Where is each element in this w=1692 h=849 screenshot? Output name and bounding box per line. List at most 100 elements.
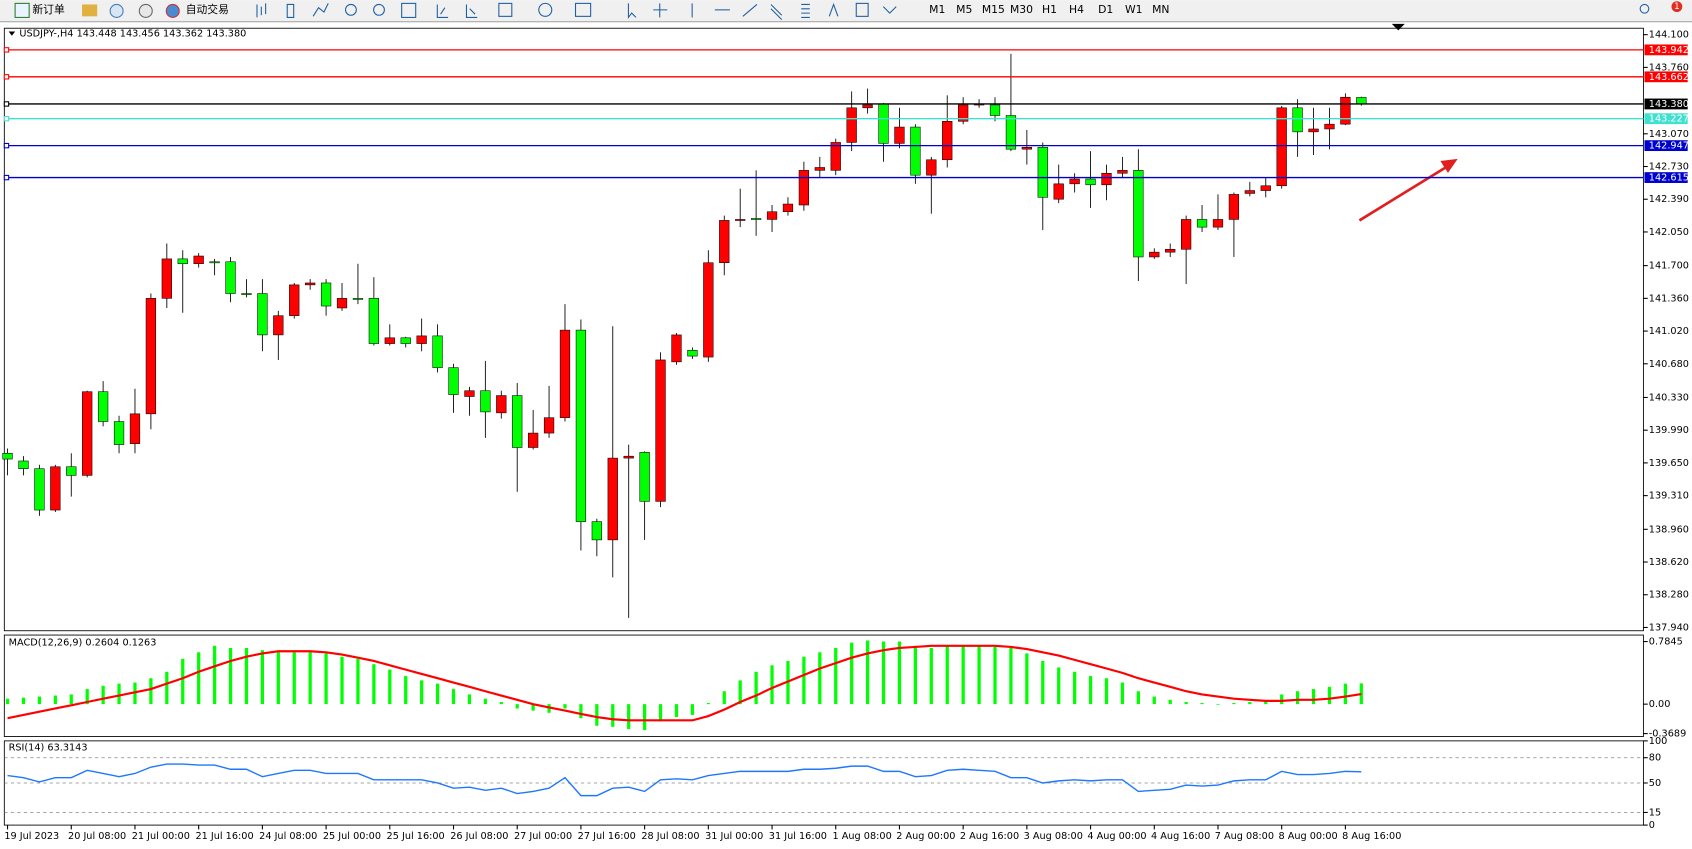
candle-body [671, 334, 682, 363]
auto-trading-button[interactable]: 自动交易 [186, 3, 229, 16]
new-order-icon[interactable] [14, 2, 30, 18]
timeframe-button[interactable]: H4 [1069, 3, 1084, 16]
x-tick-label: 28 Jul 08:00 [641, 831, 699, 842]
candle-body [18, 460, 29, 469]
candle-body [273, 315, 284, 336]
y-tick-label: 0.7845 [1649, 637, 1683, 648]
candle-body [543, 417, 555, 434]
candle-chart-icon[interactable] [286, 3, 295, 18]
macd-bar [531, 704, 535, 711]
trendline-icon[interactable] [742, 4, 758, 17]
macd-bar [420, 680, 424, 705]
macd-bar [1057, 667, 1061, 705]
toolbar-icon[interactable] [82, 4, 98, 17]
x-tick-label: 2 Aug 00:00 [896, 831, 955, 842]
tile-icon[interactable] [401, 2, 417, 18]
candle-body [1212, 219, 1224, 228]
macd-bar [356, 658, 360, 705]
macd-bar [643, 704, 647, 731]
channel-icon[interactable] [770, 4, 783, 20]
x-tick-label: 4 Aug 00:00 [1087, 831, 1146, 842]
x-tick-label: 4 Aug 16:00 [1151, 831, 1210, 842]
level-handle [3, 101, 10, 107]
auto-trading-icon[interactable] [165, 3, 180, 18]
macd-bar [754, 671, 758, 705]
candle-body [34, 468, 45, 511]
chart-title: USDJPY-,H4 143.448 143.456 143.362 143.3… [19, 29, 246, 40]
macd-bar [5, 698, 10, 705]
bar-chart-icon[interactable] [256, 3, 267, 18]
macd-bar [993, 646, 997, 705]
y-tick-label: 0 [1649, 820, 1655, 831]
alert-badge[interactable] [1671, 1, 1683, 13]
x-tick-label: 21 Jul 00:00 [132, 831, 190, 842]
y-tick-label: 139.650 [1649, 458, 1689, 469]
candle-body [368, 298, 379, 344]
candle-body [113, 421, 125, 445]
candle-body [161, 258, 172, 299]
fibo-icon[interactable] [801, 3, 810, 18]
timeframe-button[interactable]: M1 [929, 3, 945, 16]
panel-marker [8, 31, 16, 36]
periods-icon[interactable] [538, 2, 553, 17]
timeframe-button[interactable]: W1 [1125, 3, 1143, 16]
timeframe-button[interactable]: M15 [982, 3, 1005, 16]
y-tick-label: 138.620 [1649, 557, 1689, 568]
macd-bar [658, 704, 663, 722]
new-order-button[interactable]: 新订单 [32, 3, 65, 16]
timeframe-button[interactable]: M30 [1010, 3, 1033, 16]
arrows-icon[interactable] [882, 6, 897, 14]
timeframe-button[interactable]: H1 [1042, 3, 1057, 16]
line-chart-icon[interactable] [312, 3, 329, 17]
candle-body [177, 258, 188, 264]
macd-bar [961, 645, 965, 705]
candle-body [225, 261, 236, 294]
crosshair-icon[interactable] [653, 3, 668, 18]
macd-bar [738, 680, 742, 705]
timeframe-button[interactable]: MN [1152, 3, 1169, 16]
text-icon[interactable] [828, 2, 839, 17]
candle-body [878, 103, 889, 144]
x-tick-label: 21 Jul 16:00 [195, 831, 253, 842]
toolbar-icon[interactable] [109, 3, 124, 18]
level-label-bg [1644, 44, 1688, 56]
macd-bar [563, 704, 567, 709]
candle-body [703, 262, 714, 358]
candle-body [50, 466, 61, 511]
indicators-icon[interactable] [498, 2, 513, 17]
timeframe-button[interactable]: M5 [956, 3, 972, 16]
timeframe-button[interactable]: D1 [1098, 3, 1113, 16]
templates-icon[interactable] [574, 2, 592, 17]
candle-body [894, 126, 905, 144]
x-tick-label: 2 Aug 16:00 [960, 831, 1019, 842]
candle-body [384, 337, 395, 344]
toolbar-icon[interactable] [138, 3, 153, 18]
y-tick-label: 142.730 [1649, 162, 1689, 173]
autoscroll-icon[interactable] [436, 4, 449, 18]
level-label: 142.947 [1649, 141, 1689, 152]
candle-body [1196, 219, 1208, 228]
x-tick-label: 1 Aug 08:00 [833, 831, 892, 842]
candle-body [1180, 219, 1192, 250]
macd-bar [165, 671, 169, 705]
macd-bar [690, 704, 695, 715]
shift-icon[interactable] [465, 4, 478, 18]
candle-body [782, 203, 794, 213]
candle-body [942, 121, 953, 161]
macd-bar [404, 676, 408, 705]
level-label-bg [1644, 98, 1688, 110]
annotation-arrowhead [1440, 158, 1458, 173]
level-label: 142.615 [1649, 173, 1689, 184]
x-tick-label: 3 Aug 08:00 [1024, 831, 1083, 842]
zoom-in-icon[interactable] [344, 3, 357, 16]
macd-bar [499, 702, 503, 705]
y-tick-label: 141.700 [1649, 261, 1689, 272]
candle-body [289, 284, 300, 316]
search-icon[interactable] [1639, 3, 1650, 14]
zoom-out-icon[interactable] [373, 3, 385, 16]
cursor-icon[interactable] [627, 3, 637, 20]
toolbar: 新订单 自动交易 [0, 0, 1692, 23]
x-tick-label: 19 Jul 2023 [4, 831, 59, 842]
label-icon[interactable] [855, 2, 869, 17]
